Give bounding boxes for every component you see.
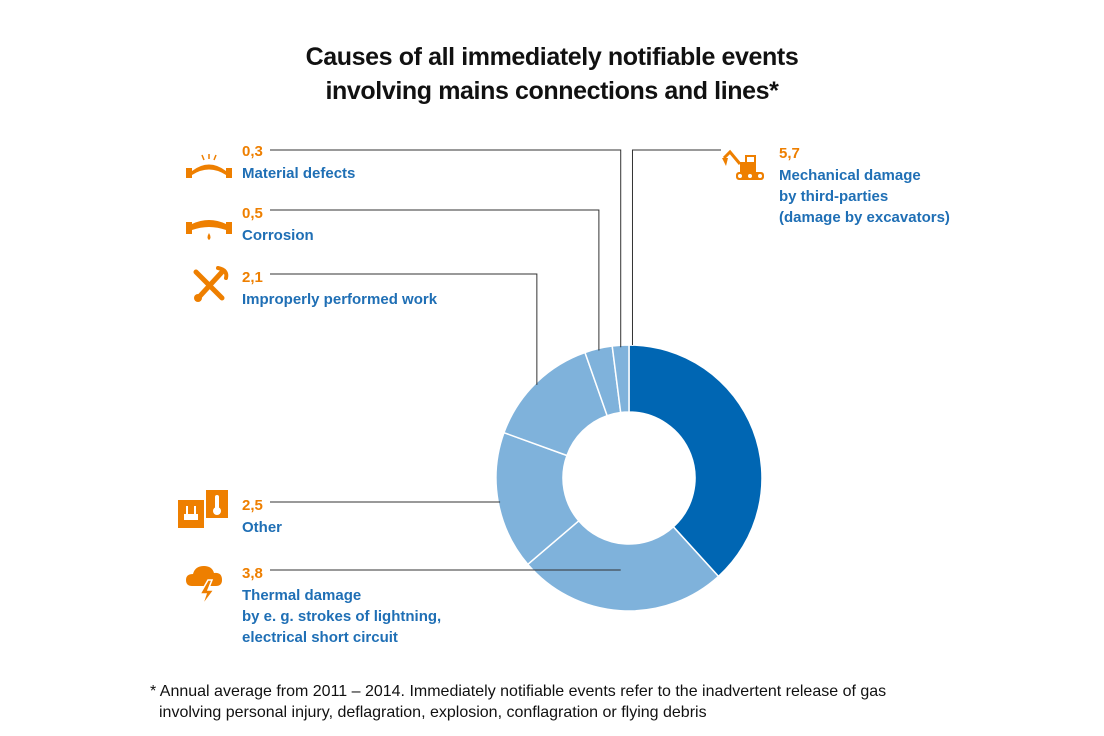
- value-label-3: 2,5: [242, 497, 263, 514]
- category-label-1-line-1: Mechanical damage: [779, 167, 921, 184]
- footnote: * Annual average from 2011 – 2014. Immed…: [150, 681, 1050, 723]
- category-label-1-line-3: (damage by excavators): [779, 209, 950, 226]
- donut-slice-1: [628, 344, 763, 578]
- chart-title-line-2: involving mains connections and lines*: [325, 77, 779, 105]
- chart-title: Causes of all immediately notifiable eve…: [0, 40, 1104, 108]
- value-label-1: 5,7: [779, 145, 800, 162]
- leader-line-5: [270, 209, 600, 351]
- footnote-line-2: involving personal injury, deflagration,…: [159, 704, 707, 721]
- value-label-2: 3,8: [242, 565, 263, 582]
- plug-thermometer-icon: [178, 490, 228, 528]
- leader-lines: [270, 149, 721, 571]
- donut-slice-6: [611, 344, 630, 414]
- footnote-line-1: * Annual average from 2011 – 2014. Immed…: [150, 683, 887, 700]
- slice-labels: 5,7 Mechanical damage by third-parties (dam…: [242, 143, 950, 646]
- leader-line-1: [631, 149, 721, 346]
- donut-slices: [495, 344, 763, 612]
- category-label-2-line-3: electrical short circuit: [242, 629, 398, 646]
- pipe-drip-icon: [186, 220, 232, 240]
- category-label-5-line-1: Corrosion: [242, 227, 314, 244]
- leader-line-4: [270, 273, 538, 385]
- value-label-4: 2,1: [242, 269, 263, 286]
- wrench-screwdriver-icon: [193, 266, 229, 302]
- slice-icons: [178, 149, 764, 607]
- category-label-1-line-2: by third-parties: [779, 188, 888, 205]
- excavator-icon: [722, 149, 764, 180]
- lightning-cloud-icon: [186, 566, 222, 607]
- category-label-4-line-1: Improperly performed work: [242, 291, 438, 308]
- value-label-6: 0,3: [242, 143, 263, 160]
- chart-title-line-1: Causes of all immediately notifiable eve…: [305, 43, 799, 71]
- category-label-2-line-1: Thermal damage: [242, 587, 361, 604]
- donut-slice-2: [526, 519, 720, 612]
- pipe-crack-icon: [186, 154, 232, 178]
- value-label-5: 0,5: [242, 205, 263, 222]
- leader-line-6: [270, 149, 622, 348]
- category-label-6-line-1: Material defects: [242, 165, 355, 182]
- category-label-3-line-1: Other: [242, 519, 282, 536]
- category-label-2-line-2: by e. g. strokes of lightning,: [242, 608, 441, 625]
